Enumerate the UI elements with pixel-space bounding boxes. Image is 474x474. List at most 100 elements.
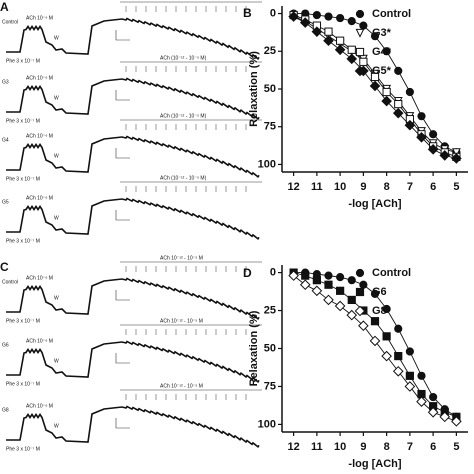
data-point [439,411,451,423]
data-point [323,35,334,47]
data-point [382,304,391,314]
y-tick-label: 75 [264,380,276,392]
panel-letter: A [0,0,9,14]
data-point [382,47,391,56]
data-point [324,12,333,21]
data-point [346,53,358,65]
y-tick-label: 25 [264,45,276,57]
data-point [347,276,356,285]
data-point [334,300,346,312]
legend-marker [355,268,365,278]
data-point [359,21,368,30]
trace [6,277,260,321]
ach-single-label: ACh 10⁻⁶ M [26,403,53,409]
y-tick-label: 50 [264,342,276,354]
x-tick-label: 5 [453,441,459,453]
data-point [336,13,345,23]
group-label: G5 [2,199,9,205]
x-tick-label: 8 [384,441,390,453]
legend-label: G3* [372,27,392,39]
legend-label: G6 [372,286,387,298]
scale-bar [115,210,130,221]
ach-single-label: ACh 10⁻⁶ M [26,133,53,139]
data-point [369,80,381,92]
trace [6,17,260,61]
data-point [312,276,321,285]
y-axis-title: Relaxation (%) [248,310,260,386]
data-point [299,279,311,291]
data-point [311,26,323,37]
data-point [324,271,333,280]
legend-label: G4* [372,46,392,58]
data-point [369,335,381,347]
legend-label: Control [372,8,411,20]
x-tick-label: 7 [407,181,413,193]
group-label: G6 [2,342,9,348]
x-tick-label: 12 [288,181,300,193]
wash-label: W [54,358,59,364]
data-point [427,144,439,155]
data-point [381,350,392,362]
data-point [370,32,380,41]
trace [6,135,260,179]
ach-range-label: ACh 10⁻¹² - 10⁻⁵ M [160,318,203,324]
y-tick-label: 25 [264,304,276,316]
panel-letter: B [243,6,252,20]
data-point [416,396,427,407]
trace [6,340,260,384]
trace [6,77,260,121]
scale-bar [115,30,130,41]
data-point [370,317,380,326]
group-label: G8 [2,407,9,413]
data-point [429,130,438,139]
group-label: Control [2,19,18,25]
legend-label: G5* [372,65,392,77]
ach-single-label: ACh 10⁻⁶ M [26,15,53,21]
phe-label: Phe 3 x 10⁻⁷ M [6,118,40,124]
x-tick-label: 7 [407,441,413,453]
wash-label: W [54,215,59,221]
legend-marker [355,287,365,297]
data-point [347,16,356,26]
scale-bar [115,353,130,364]
data-point [394,324,403,333]
data-point [370,289,380,298]
y-tick-label: 100 [258,158,276,170]
data-point [417,371,426,380]
ach-single-label: ACh 10⁻⁶ M [26,75,53,81]
ach-range-label: ACh 10⁻¹² - 10⁻⁵ M [160,255,203,261]
ach-range-label: ACh (10⁻¹² - 10⁻⁵ M) [160,55,207,61]
legend-marker [355,9,365,19]
y-tick-label: 0 [270,266,276,278]
x-tick-label: 11 [311,441,323,453]
legend-marker [355,28,365,38]
data-point [394,351,403,361]
x-tick-label: 8 [384,181,390,193]
data-point [359,57,368,66]
data-point [427,406,439,418]
ach-single-label: ACh 10⁻⁶ M [26,338,53,344]
wash-label: W [54,153,59,159]
y-tick-label: 75 [264,121,276,133]
data-point [370,72,380,82]
x-tick-label: 6 [430,181,436,193]
legend-label: Control [372,267,411,279]
data-point [439,150,451,161]
wash-label: W [54,35,59,41]
data-point [358,320,369,332]
phe-label: Phe 3 x 10⁻⁷ M [6,381,40,387]
data-point [336,286,345,295]
legend-label: G8 [372,305,387,317]
group-label: Control [2,279,18,285]
x-tick-label: 10 [334,181,346,193]
data-point [451,416,462,427]
data-point [381,95,392,107]
data-point [359,280,368,289]
series [289,9,461,157]
x-tick-label: 9 [360,181,366,193]
data-point [324,280,333,289]
data-point [392,365,404,377]
data-point [288,270,299,281]
group-label: G3 [2,79,9,85]
trace [6,197,260,241]
